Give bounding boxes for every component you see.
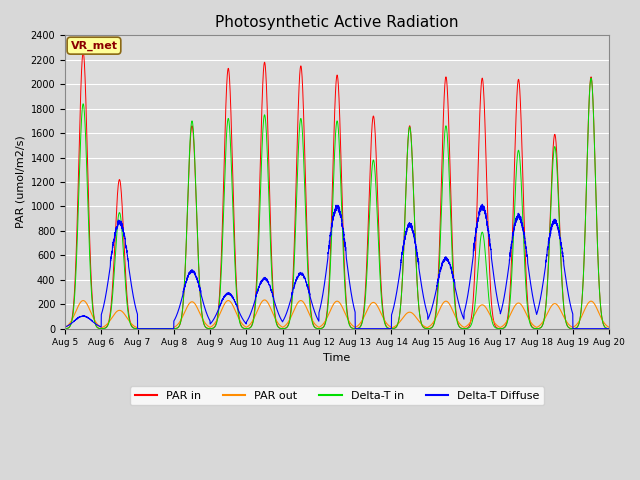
Text: VR_met: VR_met	[70, 40, 118, 51]
Title: Photosynthetic Active Radiation: Photosynthetic Active Radiation	[215, 15, 459, 30]
Y-axis label: PAR (umol/m2/s): PAR (umol/m2/s)	[15, 136, 25, 228]
Legend: PAR in, PAR out, Delta-T in, Delta-T Diffuse: PAR in, PAR out, Delta-T in, Delta-T Dif…	[130, 386, 544, 405]
X-axis label: Time: Time	[323, 353, 351, 363]
